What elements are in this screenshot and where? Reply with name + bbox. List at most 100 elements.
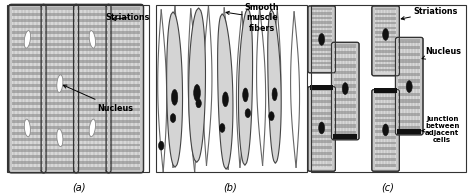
Bar xyxy=(399,46,420,49)
Bar xyxy=(77,146,108,149)
Polygon shape xyxy=(167,12,182,167)
Bar xyxy=(375,128,396,130)
Bar xyxy=(45,22,75,25)
Bar xyxy=(77,42,108,46)
Bar xyxy=(109,135,140,138)
Bar xyxy=(335,98,356,101)
Bar xyxy=(375,38,396,41)
Bar xyxy=(311,44,332,46)
Ellipse shape xyxy=(24,119,30,137)
Ellipse shape xyxy=(383,124,389,136)
Bar xyxy=(311,37,332,39)
Ellipse shape xyxy=(57,129,63,147)
Bar xyxy=(12,146,43,149)
Bar xyxy=(399,109,420,113)
Bar xyxy=(109,149,140,152)
Bar xyxy=(45,66,75,69)
Bar xyxy=(77,37,108,40)
Bar xyxy=(375,130,396,133)
Bar xyxy=(12,90,43,93)
Bar xyxy=(109,87,140,90)
Bar xyxy=(109,167,140,170)
Bar xyxy=(310,85,333,90)
Bar xyxy=(311,117,332,120)
Bar xyxy=(77,81,108,84)
Bar xyxy=(375,136,396,139)
Bar xyxy=(375,46,396,48)
Bar xyxy=(375,153,396,155)
Bar xyxy=(77,75,108,78)
Bar xyxy=(45,111,75,114)
Bar xyxy=(45,54,75,57)
Bar xyxy=(45,10,75,13)
Bar xyxy=(109,93,140,96)
Bar xyxy=(45,42,75,46)
Bar xyxy=(45,99,75,102)
Bar xyxy=(311,62,332,64)
Bar xyxy=(335,128,356,131)
Bar xyxy=(375,62,396,64)
Bar xyxy=(375,111,396,114)
Bar xyxy=(77,99,108,102)
Polygon shape xyxy=(238,9,253,165)
Bar xyxy=(45,63,75,66)
Bar xyxy=(335,134,356,138)
Bar xyxy=(12,111,43,114)
Bar xyxy=(7,5,149,172)
Bar xyxy=(375,119,396,122)
FancyBboxPatch shape xyxy=(106,4,144,173)
Ellipse shape xyxy=(196,99,201,108)
Bar xyxy=(77,132,108,135)
Bar xyxy=(109,31,140,34)
Bar xyxy=(12,31,43,34)
Bar xyxy=(109,99,140,102)
Bar xyxy=(12,34,43,37)
Bar xyxy=(335,61,356,64)
Bar xyxy=(311,5,466,172)
Bar xyxy=(399,93,420,96)
Bar xyxy=(77,126,108,129)
Bar xyxy=(109,75,140,78)
Bar xyxy=(399,56,420,59)
Bar xyxy=(77,25,108,28)
Bar xyxy=(375,24,396,27)
Bar xyxy=(109,22,140,25)
Bar xyxy=(399,73,420,76)
Bar xyxy=(45,123,75,126)
Bar xyxy=(109,152,140,155)
Bar xyxy=(311,46,332,48)
Bar xyxy=(12,42,43,46)
Text: (b): (b) xyxy=(223,182,237,192)
Ellipse shape xyxy=(245,109,251,118)
Bar xyxy=(399,66,420,69)
Bar xyxy=(375,69,396,71)
Ellipse shape xyxy=(89,119,95,137)
Bar xyxy=(12,102,43,105)
Bar xyxy=(335,114,356,118)
Bar xyxy=(12,84,43,87)
Bar xyxy=(335,91,356,94)
Polygon shape xyxy=(189,8,205,162)
Bar xyxy=(311,140,332,143)
Bar xyxy=(77,19,108,22)
Bar xyxy=(399,113,420,116)
Bar xyxy=(375,164,396,166)
Bar xyxy=(45,37,75,40)
Bar xyxy=(311,10,332,12)
Text: Smooth
muscle
fibers: Smooth muscle fibers xyxy=(226,3,280,33)
Bar xyxy=(156,5,307,172)
Bar xyxy=(45,164,75,167)
Bar xyxy=(311,55,332,57)
Bar xyxy=(77,93,108,96)
Bar xyxy=(399,43,420,46)
Bar xyxy=(109,10,140,13)
Bar xyxy=(311,12,332,15)
Bar xyxy=(45,19,75,22)
Bar xyxy=(109,48,140,51)
Bar xyxy=(109,105,140,108)
Bar xyxy=(109,69,140,72)
Bar xyxy=(45,84,75,87)
Bar xyxy=(77,123,108,126)
Bar xyxy=(311,129,332,132)
Bar xyxy=(45,57,75,60)
